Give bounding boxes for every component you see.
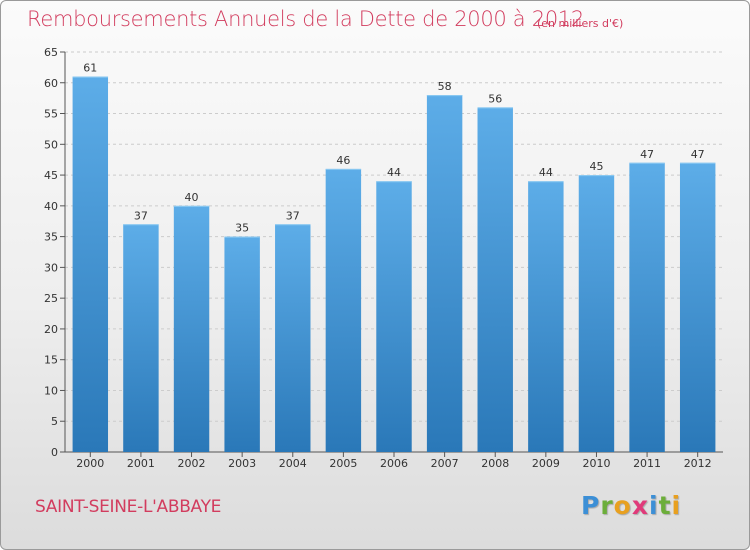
x-tick-label: 2009 xyxy=(532,457,560,470)
y-tick-label: 60 xyxy=(44,77,58,90)
logo-letter: i xyxy=(671,491,682,520)
x-tick-label: 2008 xyxy=(481,457,509,470)
x-tick-label: 2011 xyxy=(633,457,661,470)
commune-name: SAINT-SEINE-L'ABBAYE xyxy=(35,497,222,517)
bar xyxy=(629,162,665,452)
bar-value-label: 37 xyxy=(134,209,148,222)
bar xyxy=(477,107,513,452)
logo-letter: t xyxy=(658,491,672,520)
bar-value-label: 44 xyxy=(539,166,553,179)
bar xyxy=(578,175,615,453)
bar-value-label: 47 xyxy=(691,148,705,161)
bar xyxy=(426,95,463,453)
y-tick-label: 50 xyxy=(44,138,58,151)
logo-letter: r xyxy=(600,491,614,520)
x-tick-label: 2001 xyxy=(127,457,155,470)
y-tick-label: 65 xyxy=(44,46,58,59)
bar-value-label: 61 xyxy=(83,62,97,75)
x-tick-label: 2004 xyxy=(279,457,307,470)
x-tick-label: 2000 xyxy=(76,457,104,470)
bar-value-label: 46 xyxy=(336,154,350,167)
y-tick-label: 25 xyxy=(44,292,58,305)
chart-title: Remboursements Annuels de la Dette de 20… xyxy=(27,7,584,31)
bar xyxy=(173,205,210,452)
bar xyxy=(376,181,412,452)
x-tick-label: 2005 xyxy=(329,457,357,470)
x-tick-label: 2007 xyxy=(431,457,459,470)
logo-letter: x xyxy=(631,491,649,520)
bar xyxy=(325,168,362,452)
y-tick-label: 45 xyxy=(44,169,58,182)
x-tick-label: 2012 xyxy=(684,457,712,470)
y-tick-label: 0 xyxy=(51,446,58,459)
bar-value-label: 47 xyxy=(640,148,654,161)
logo-letter: o xyxy=(613,491,632,520)
proxiti-logo: Proxiti xyxy=(581,491,681,520)
y-tick-label: 35 xyxy=(44,231,58,244)
bar-value-label: 37 xyxy=(286,209,300,222)
bar xyxy=(72,76,109,452)
y-tick-label: 5 xyxy=(51,415,58,428)
unit-note: (en milliers d'€) xyxy=(537,17,624,30)
bar xyxy=(528,181,564,452)
bar-value-label: 45 xyxy=(589,160,603,173)
bar xyxy=(123,224,159,452)
y-tick-label: 40 xyxy=(44,200,58,213)
y-tick-label: 10 xyxy=(44,384,58,397)
logo-letter: i xyxy=(649,491,659,520)
bar-value-label: 40 xyxy=(185,191,199,204)
y-tick-label: 30 xyxy=(44,261,58,274)
x-tick-label: 2006 xyxy=(380,457,408,470)
x-tick-label: 2002 xyxy=(178,457,206,470)
bar-value-label: 56 xyxy=(488,92,502,105)
logo-letter: P xyxy=(581,491,601,520)
bar xyxy=(275,224,311,452)
x-tick-label: 2010 xyxy=(582,457,610,470)
bar xyxy=(224,236,260,452)
bar xyxy=(679,162,716,452)
y-tick-label: 55 xyxy=(44,108,58,121)
y-tick-label: 20 xyxy=(44,323,58,336)
bar-value-label: 44 xyxy=(387,166,401,179)
y-tick-label: 15 xyxy=(44,354,58,367)
bar-value-label: 58 xyxy=(438,80,452,93)
x-tick-label: 2003 xyxy=(228,457,256,470)
bar-value-label: 35 xyxy=(235,222,249,235)
